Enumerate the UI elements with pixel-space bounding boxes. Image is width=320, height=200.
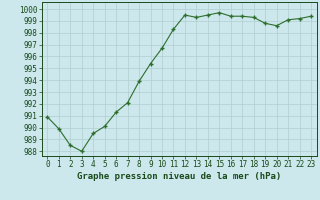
X-axis label: Graphe pression niveau de la mer (hPa): Graphe pression niveau de la mer (hPa) (77, 172, 281, 181)
